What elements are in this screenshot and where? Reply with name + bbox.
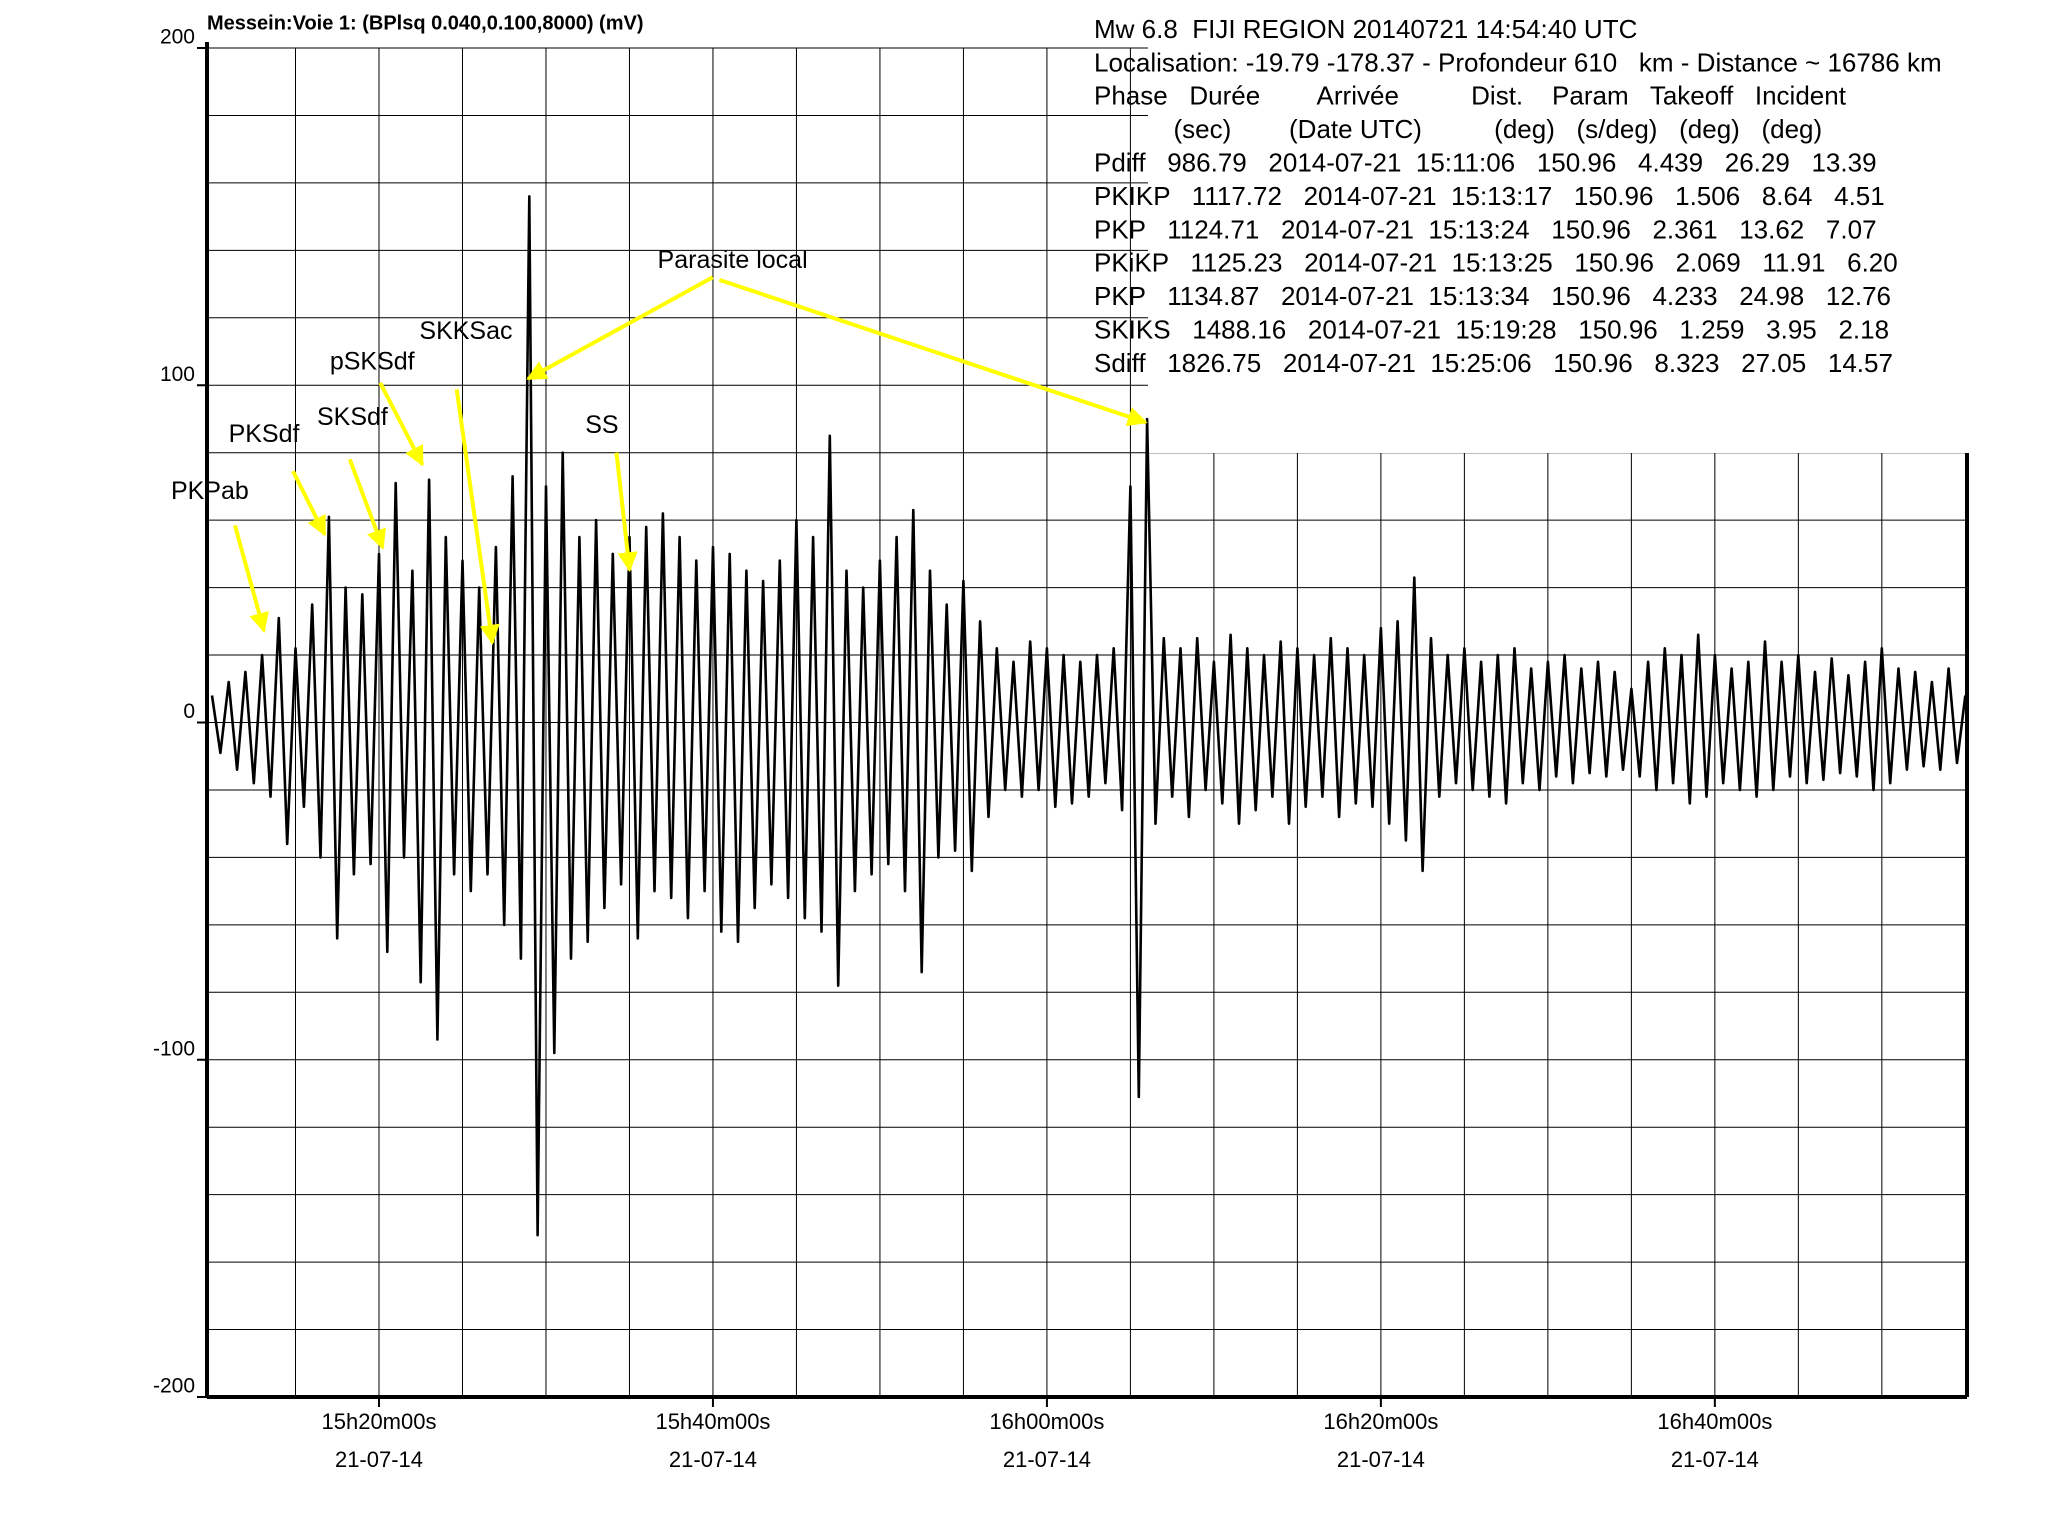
- annotation-arrow: [454, 389, 500, 645]
- x-tick-label: 16h40m00s: [1657, 1409, 1772, 1434]
- info-line: Mw 6.8 FIJI REGION 20140721 14:54:40 UTC: [1094, 14, 1637, 44]
- annotation-arrow: [526, 275, 714, 381]
- annotation-label: SKKSac: [419, 317, 512, 345]
- y-tick-label: -100: [153, 1037, 195, 1060]
- y-tick-label: -200: [153, 1375, 195, 1398]
- x-tick-date: 21-07-14: [669, 1447, 757, 1472]
- info-line: Localisation: -19.79 -178.37 - Profondeu…: [1094, 47, 1942, 77]
- annotation-label: PKSdf: [229, 420, 300, 448]
- x-tick-label: 16h00m00s: [989, 1409, 1104, 1434]
- y-tick-label: 0: [183, 700, 195, 723]
- annotation-arrow: [233, 524, 269, 633]
- annotation-label: SKSdf: [317, 403, 388, 431]
- y-tick-label: 200: [160, 26, 195, 49]
- x-tick-date: 21-07-14: [1671, 1447, 1759, 1472]
- x-tick-date: 21-07-14: [335, 1447, 423, 1472]
- info-line: PKP 1124.71 2014-07-21 15:13:24 150.96 2…: [1094, 214, 1877, 244]
- info-line: Phase Durée Arrivée Dist. Param Takeoff …: [1094, 81, 1847, 111]
- info-line: PKP 1134.87 2014-07-21 15:13:34 150.96 4…: [1094, 281, 1891, 311]
- annotation-arrow: [378, 381, 425, 467]
- annotation-label: Parasite local: [658, 246, 808, 274]
- x-tick-label: 15h40m00s: [655, 1409, 770, 1434]
- info-line: Sdiff 1826.75 2014-07-21 15:25:06 150.96…: [1094, 348, 1893, 378]
- annotation-arrow: [718, 277, 1148, 427]
- x-tick-label: 15h20m00s: [322, 1409, 437, 1434]
- info-line: SKIKS 1488.16 2014-07-21 15:19:28 150.96…: [1094, 314, 1889, 344]
- annotation-label: SS: [585, 411, 618, 439]
- x-tick-label: 16h20m00s: [1323, 1409, 1438, 1434]
- info-line: PKiKP 1125.23 2014-07-21 15:13:25 150.96…: [1094, 248, 1898, 278]
- seismic-trace: [210, 195, 1967, 1237]
- annotation-arrow: [291, 470, 327, 537]
- info-line: PKIKP 1117.72 2014-07-21 15:13:17 150.96…: [1094, 181, 1885, 211]
- chart-title: Messein:Voie 1: (BPlsq 0.040,0.100,8000)…: [207, 12, 644, 34]
- x-tick-date: 21-07-14: [1337, 1447, 1425, 1472]
- y-tick-label: 100: [160, 363, 195, 386]
- x-tick-date: 21-07-14: [1003, 1447, 1091, 1472]
- info-background: [1148, 42, 2048, 453]
- annotation-label: pSKSdf: [330, 348, 415, 376]
- annotation-arrow: [614, 452, 638, 573]
- annotation-label: PKPab: [171, 477, 249, 505]
- annotation-arrow: [347, 458, 386, 550]
- info-line: Pdiff 986.79 2014-07-21 15:11:06 150.96 …: [1094, 147, 1877, 177]
- info-line: (sec) (Date UTC) (deg) (s/deg) (deg) (de…: [1094, 114, 1822, 144]
